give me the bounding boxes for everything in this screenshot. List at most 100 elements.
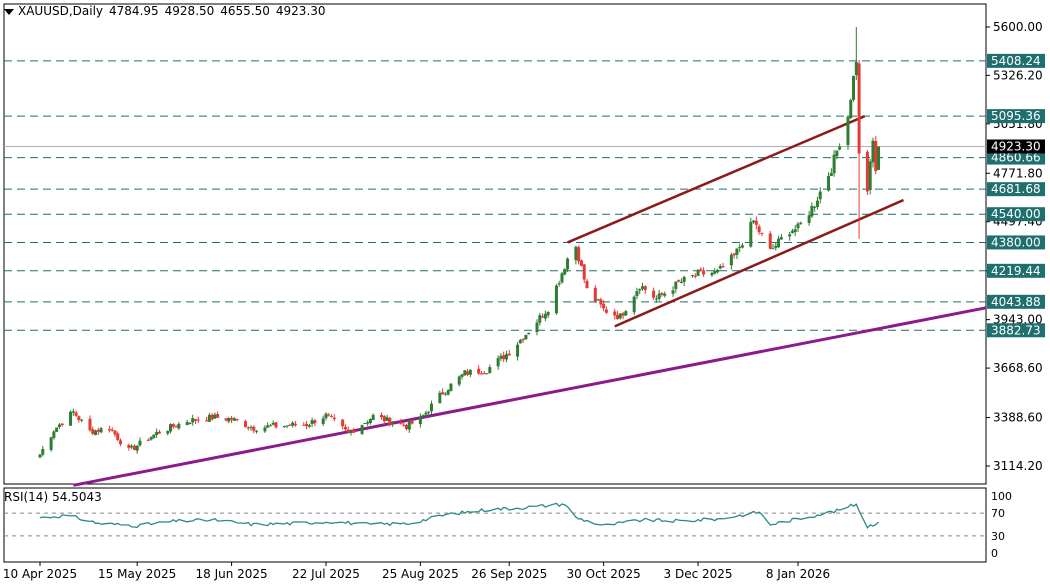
x-tick-label-8: 8 Jan 2026 — [766, 567, 830, 581]
candle-body — [288, 424, 292, 426]
candle-body — [865, 151, 869, 192]
candle-body — [196, 419, 200, 421]
candle-body — [871, 140, 875, 163]
candle-body — [74, 412, 78, 416]
candle-body — [485, 373, 489, 375]
candle-body — [641, 286, 645, 289]
y-tick-label-9: 3114.20 — [993, 459, 1043, 473]
candle-body — [96, 429, 100, 432]
candle-body — [527, 332, 531, 335]
candle-body — [654, 298, 658, 300]
dropdown-triangle-icon[interactable] — [4, 8, 14, 15]
candle-body — [188, 422, 192, 424]
candle-body — [110, 429, 114, 431]
candle-body — [477, 368, 481, 374]
candle-body — [132, 445, 136, 450]
candle-body — [305, 423, 309, 427]
level-tag-6: 4219.44 — [991, 264, 1041, 278]
candle-body — [274, 422, 278, 428]
candle-body — [332, 417, 336, 420]
candle-body — [813, 206, 817, 208]
candle-body — [49, 437, 53, 450]
candle-body — [135, 445, 139, 451]
rsi-tick-label-0: 100 — [991, 490, 1012, 503]
main-plot-frame — [3, 3, 987, 485]
candle-body — [466, 371, 470, 375]
candle-body — [380, 414, 384, 418]
candle-body — [579, 260, 583, 266]
candle-body — [224, 418, 228, 421]
rsi-label: RSI(14) — [4, 490, 49, 504]
candle-body — [80, 419, 84, 421]
level-tag-4: 4540.00 — [991, 207, 1041, 221]
current-price-tag: 4923.30 — [991, 140, 1041, 154]
candle-body — [577, 247, 581, 262]
candle-body — [107, 428, 111, 431]
candle-body — [138, 440, 142, 446]
candle-body — [599, 299, 603, 305]
candle-body — [554, 285, 558, 314]
candle-body — [516, 344, 520, 357]
candle-body — [310, 420, 314, 425]
candle-body — [127, 444, 131, 448]
candle-body — [638, 288, 642, 291]
candle-body — [235, 419, 239, 421]
candle-body — [621, 313, 625, 316]
y-tick-label-7: 3668.60 — [993, 361, 1043, 375]
candle-body — [535, 322, 539, 333]
x-tick-label-3: 22 Jul 2025 — [292, 567, 360, 581]
candle-body — [618, 313, 622, 319]
candle-body — [427, 411, 431, 413]
candle-body — [343, 426, 347, 430]
trendline-layer — [73, 115, 987, 487]
candle-body — [482, 373, 486, 375]
candle-body — [327, 414, 331, 416]
level-tag-1: 5095.36 — [991, 109, 1041, 123]
candle-body — [635, 291, 639, 297]
candle-body — [574, 246, 578, 261]
level-tag-bg-1 — [987, 109, 1045, 124]
candle-body — [674, 281, 678, 290]
candle-body — [177, 423, 181, 429]
candle-body — [213, 414, 217, 419]
candle-body — [243, 421, 247, 428]
y-tick-label-6: 3943.00 — [993, 313, 1043, 327]
candle-body — [388, 418, 392, 425]
channel-upper-line — [567, 115, 866, 244]
candle-body — [521, 339, 525, 341]
candle-body — [216, 414, 220, 418]
rsi-tick-label-1: 70 — [991, 507, 1005, 520]
candle-body — [252, 426, 256, 431]
candle-body — [157, 431, 161, 434]
candle-body — [735, 248, 739, 255]
candle-body — [205, 420, 209, 422]
candle-body — [152, 434, 156, 438]
close-value: 4923.30 — [275, 4, 326, 18]
candle-body — [682, 276, 686, 282]
candle-body — [324, 413, 328, 419]
candle-body — [710, 273, 714, 276]
candle-body — [779, 237, 783, 240]
candle-body — [193, 418, 197, 421]
rsi-tick-label-3: 0 — [991, 547, 998, 560]
candle-body — [391, 423, 395, 425]
candle-body — [271, 422, 275, 425]
candle-body — [360, 425, 364, 434]
candle-body — [663, 293, 667, 296]
high-value: 4928.50 — [164, 4, 215, 18]
candle-body — [313, 420, 317, 424]
candle-body — [507, 353, 511, 356]
candle-body — [349, 430, 353, 434]
x-tick-label-1: 15 May 2025 — [98, 567, 176, 581]
candle-body — [155, 431, 159, 435]
candle-body — [829, 173, 833, 177]
y-tick-label-0: 5600.00 — [993, 20, 1043, 34]
candles-layer — [38, 27, 881, 459]
channel-lower-line — [614, 198, 905, 328]
candle-body — [113, 430, 117, 435]
candle-body — [752, 220, 756, 223]
candle-body — [777, 238, 781, 248]
open-value: 4784.95 — [109, 4, 159, 18]
level-tag-8: 3882.73 — [991, 323, 1041, 337]
